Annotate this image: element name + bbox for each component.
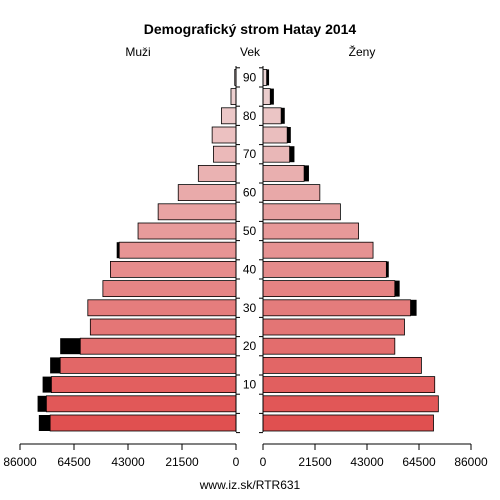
male-bar [79, 337, 237, 355]
female-excess-bar [394, 280, 400, 297]
male-excess-bar [42, 376, 52, 393]
age-tick-label: 60 [243, 186, 257, 200]
male-bar [89, 318, 237, 336]
male-bar [221, 107, 237, 125]
male-bar [197, 164, 237, 182]
female-excess-bar [289, 146, 295, 163]
age-axis: 10 20 30 40 50 60 70 80 90 [235, 66, 264, 434]
male-excess-bar [38, 415, 51, 431]
x-tick-label: 21500 [298, 455, 332, 469]
male-bar [110, 260, 237, 278]
female-bar [262, 414, 434, 432]
male-bar [211, 126, 237, 144]
male-bar [212, 145, 237, 163]
age-tick-label: 30 [243, 301, 257, 315]
x-tick-label: 0 [233, 455, 240, 469]
male-bar [118, 241, 237, 259]
female-bar [262, 107, 282, 125]
male-excess-bar [116, 242, 120, 259]
female-excess-bar [410, 299, 417, 316]
male-excess-bar [37, 395, 47, 412]
female-bar [262, 337, 396, 355]
female-bar [262, 126, 288, 144]
x-tick-label: 43000 [111, 455, 145, 469]
source-label: www.iz.sk/RTR631 [199, 478, 301, 492]
male-bar [87, 299, 237, 317]
female-excess-bar [304, 165, 309, 182]
age-tick-label: 20 [243, 339, 257, 353]
female-bar [262, 318, 405, 336]
x-tick-label: 64500 [402, 455, 436, 469]
x-tick-label: 64500 [57, 455, 91, 469]
chart-title: Demografický strom Hatay 2014 [144, 21, 357, 37]
left-series-label: Muži [125, 45, 150, 59]
female-bars [262, 69, 439, 432]
male-bar [177, 184, 237, 202]
age-tick-label: 50 [243, 224, 257, 238]
male-bar [49, 414, 237, 432]
male-bar [137, 222, 237, 240]
female-bar [262, 145, 291, 163]
x-axis-right: 0 21500 43000 64500 86000 [260, 443, 488, 469]
female-bar [262, 184, 321, 202]
female-bar [262, 395, 439, 413]
male-bar [230, 88, 237, 105]
age-tick-label: 80 [243, 109, 257, 123]
female-excess-bar [270, 88, 274, 105]
female-bar [262, 222, 359, 240]
male-bar [59, 356, 237, 374]
x-tick-label: 86000 [3, 455, 37, 469]
axis-label-age: Vek [240, 45, 261, 59]
female-bar [262, 164, 305, 182]
male-bar [50, 376, 237, 394]
female-excess-bar [266, 69, 270, 86]
male-bar [157, 203, 237, 221]
male-excess-bar [60, 338, 81, 355]
female-bar [262, 88, 271, 105]
x-tick-label: 21500 [165, 455, 199, 469]
female-bar [262, 299, 411, 317]
female-bar [262, 69, 268, 86]
male-bar [45, 395, 237, 413]
age-tick-label: 70 [243, 147, 257, 161]
age-tick-label: 90 [243, 70, 257, 84]
female-excess-bar [287, 127, 291, 143]
female-bar [262, 241, 374, 259]
x-tick-label: 43000 [350, 455, 384, 469]
female-bar [262, 376, 436, 394]
female-bar [262, 356, 422, 374]
male-excess-bar [50, 357, 61, 374]
female-excess-bar [281, 107, 285, 124]
female-bar [262, 280, 396, 298]
x-tick-label: 0 [260, 455, 267, 469]
right-series-label: Ženy [349, 44, 376, 59]
x-tick-label: 86000 [454, 455, 488, 469]
female-bar [262, 203, 341, 221]
female-bar [262, 260, 387, 278]
x-axis-left: 86000 64500 43000 21500 0 [3, 443, 240, 469]
female-excess-bar [386, 261, 389, 278]
male-bar [102, 280, 237, 298]
age-tick-label: 10 [243, 378, 257, 392]
male-bars [37, 69, 237, 432]
age-tick-label: 40 [243, 262, 257, 276]
